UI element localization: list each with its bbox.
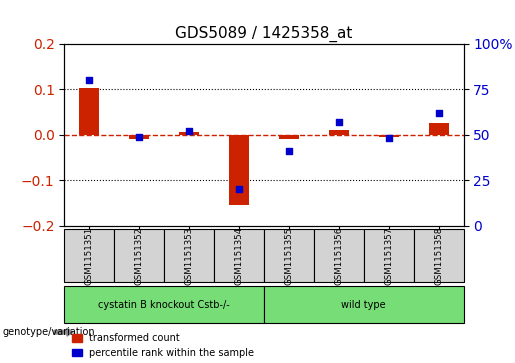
Text: GSM1151354: GSM1151354 — [234, 227, 244, 285]
Text: GSM1151356: GSM1151356 — [334, 227, 344, 285]
FancyBboxPatch shape — [264, 286, 464, 323]
FancyBboxPatch shape — [114, 229, 164, 282]
Text: wild type: wild type — [341, 299, 386, 310]
Title: GDS5089 / 1425358_at: GDS5089 / 1425358_at — [175, 26, 353, 42]
Bar — [229, 135, 249, 205]
FancyBboxPatch shape — [364, 229, 414, 282]
Point — [435, 110, 443, 116]
Bar — [129, 135, 149, 139]
FancyBboxPatch shape — [214, 229, 264, 282]
Point — [85, 77, 93, 83]
Point — [185, 128, 193, 134]
Bar — [79, 88, 99, 135]
FancyBboxPatch shape — [414, 229, 464, 282]
Text: GSM1151353: GSM1151353 — [184, 227, 194, 285]
Bar — [379, 135, 399, 137]
FancyBboxPatch shape — [64, 286, 264, 323]
Text: GSM1151358: GSM1151358 — [434, 227, 443, 285]
Bar — [329, 130, 349, 135]
FancyBboxPatch shape — [264, 229, 314, 282]
Point — [385, 135, 393, 141]
Text: GSM1151355: GSM1151355 — [284, 227, 294, 285]
Bar — [279, 135, 299, 139]
FancyBboxPatch shape — [314, 229, 364, 282]
Bar — [179, 132, 199, 135]
FancyBboxPatch shape — [64, 229, 114, 282]
Text: GSM1151352: GSM1151352 — [135, 227, 144, 285]
Point — [335, 119, 343, 125]
Text: genotype/variation: genotype/variation — [3, 327, 95, 337]
Point — [135, 134, 143, 139]
Text: cystatin B knockout Cstb-/-: cystatin B knockout Cstb-/- — [98, 299, 230, 310]
Point — [235, 187, 243, 192]
Text: GSM1151357: GSM1151357 — [384, 227, 393, 285]
Text: GSM1151351: GSM1151351 — [85, 227, 94, 285]
Legend: transformed count, percentile rank within the sample: transformed count, percentile rank withi… — [72, 333, 254, 358]
Point — [285, 148, 293, 154]
Bar — [428, 123, 449, 135]
FancyBboxPatch shape — [164, 229, 214, 282]
